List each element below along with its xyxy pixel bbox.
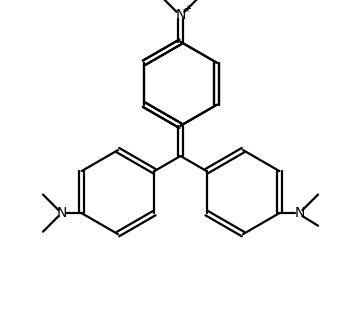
Text: N: N [175, 8, 186, 22]
Text: N: N [56, 206, 67, 220]
Text: N: N [294, 206, 305, 220]
Text: +: + [183, 4, 191, 14]
